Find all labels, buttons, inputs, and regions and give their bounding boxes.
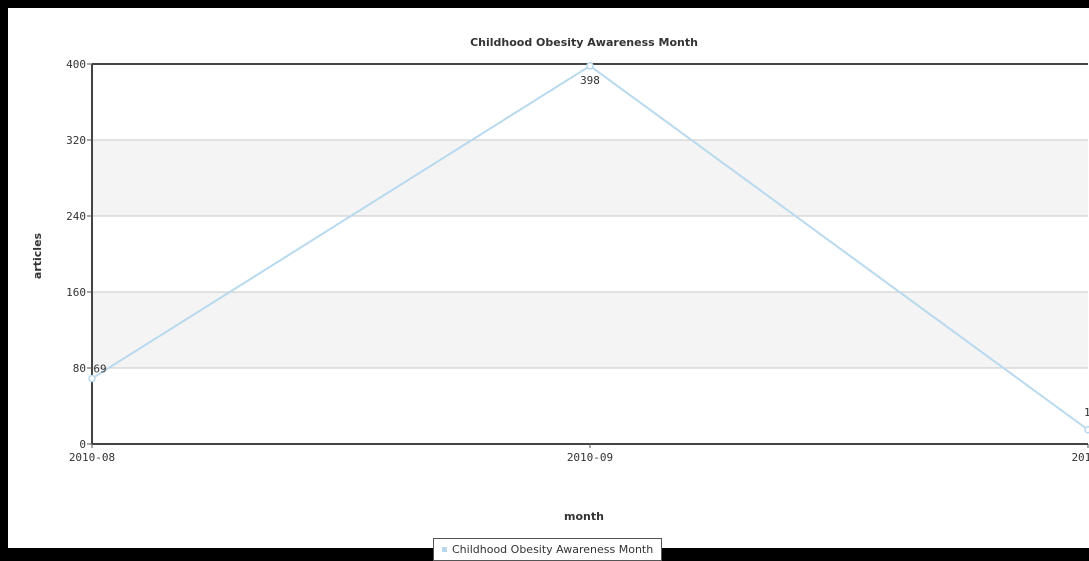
data-point: [1084, 426, 1089, 434]
x-tick-label: 2010-08: [69, 451, 115, 464]
y-tick-label: 0: [79, 438, 86, 451]
data-label: 398: [580, 74, 600, 87]
line-chart: Childhood Obesity Awareness Month articl…: [31, 36, 1089, 523]
x-tick-label: 2010-: [1071, 451, 1089, 464]
y-tick-label: 240: [66, 210, 86, 223]
x-tick-label: 2010-09: [567, 451, 613, 464]
grid-band: [92, 140, 1088, 216]
chart-title: Childhood Obesity Awareness Month: [470, 36, 698, 49]
grid-band: [92, 292, 1088, 368]
data-label: 15: [1084, 406, 1089, 419]
legend-label: Childhood Obesity Awareness Month: [452, 543, 654, 556]
y-tick-label: 320: [66, 134, 86, 147]
y-tick-label: 400: [66, 58, 86, 71]
legend[interactable]: Childhood Obesity Awareness Month: [433, 538, 663, 561]
chart-frame: Childhood Obesity Awareness Month articl…: [8, 8, 1089, 561]
data-label: 69: [93, 362, 106, 375]
data-point: [586, 62, 594, 70]
series-line: [91, 64, 1089, 431]
y-tick-label: 80: [73, 362, 86, 375]
y-tick-label: 160: [66, 286, 86, 299]
data-point: [88, 374, 96, 383]
y-axis-title: articles: [31, 232, 44, 279]
x-axis-title: month: [564, 510, 604, 523]
